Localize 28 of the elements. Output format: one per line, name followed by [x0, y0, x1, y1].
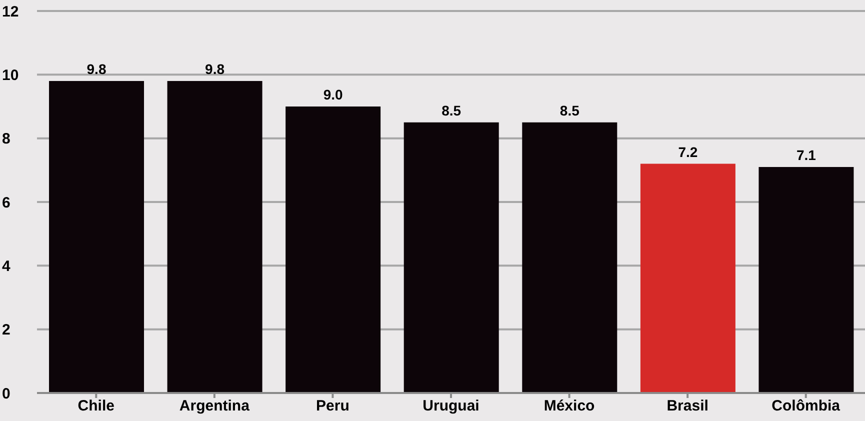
- bar: [758, 166, 854, 393]
- y-tick-label: 0: [2, 385, 10, 402]
- x-tick-label: Argentina: [179, 398, 250, 415]
- data-label: 7.1: [796, 146, 816, 163]
- bar: [522, 122, 618, 393]
- x-tick-label: Colômbia: [772, 398, 841, 415]
- bar: [286, 106, 381, 393]
- y-tick-label: 8: [2, 130, 10, 148]
- data-label: 9.8: [86, 61, 106, 78]
- x-tick-label: Chile: [78, 398, 114, 415]
- x-tick-label: Uruguai: [422, 398, 480, 415]
- x-tick-label: Peru: [316, 398, 350, 415]
- data-label: 7.2: [678, 144, 698, 160]
- y-tick-label: 12: [2, 3, 19, 20]
- data-label: 9.0: [323, 86, 344, 102]
- y-tick-label: 2: [2, 322, 10, 339]
- x-tick-label: México: [544, 398, 595, 415]
- bar: [640, 164, 736, 393]
- data-label: 9.8: [205, 61, 225, 78]
- data-label: 8.5: [442, 102, 462, 118]
- bar: [167, 81, 262, 393]
- data-label: 8.5: [560, 102, 580, 118]
- bar: [404, 122, 499, 393]
- x-tick-label: Brasil: [666, 398, 708, 415]
- y-tick-label: 4: [2, 258, 11, 275]
- y-tick-label: 6: [2, 194, 10, 212]
- bar: [49, 81, 144, 393]
- y-tick-label: 10: [2, 66, 19, 84]
